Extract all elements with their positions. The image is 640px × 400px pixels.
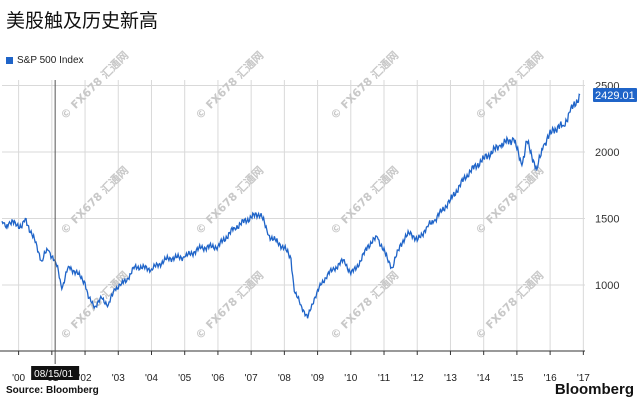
watermark-text: © FX678 汇通网 [58, 164, 131, 237]
watermarks: © FX678 汇通网 © FX678 汇通网 © FX678 汇通网 © FX678… [58, 49, 546, 342]
x-tick-label: '16 [544, 373, 557, 384]
chart-title: 美股触及历史新高 [6, 10, 159, 32]
series-line-sp500 [1, 93, 581, 319]
x-tick-label: '15 [510, 373, 523, 384]
x-tick-label: '03 [112, 373, 125, 384]
watermark-text: © FX678 汇通网 [193, 164, 266, 237]
x-tick-label: '11 [378, 373, 391, 384]
y-tick-label: 1000 [595, 280, 619, 292]
x-tick-label: '04 [145, 373, 158, 384]
last-value-label: 2429.01 [593, 87, 637, 102]
x-tick-label: '13 [444, 373, 457, 384]
x-tick-label: '07 [245, 373, 258, 384]
x-tick-label: '12 [411, 373, 424, 384]
x-tick-label: '09 [311, 373, 324, 384]
legend: S&P 500 Index [6, 55, 84, 66]
gridlines [2, 80, 585, 351]
x-tick-label: '05 [178, 373, 191, 384]
x-tick-label: '02 [79, 373, 92, 384]
source-note: Source: Bloomberg [6, 385, 99, 396]
watermark-text: © FX678 汇通网 [58, 269, 131, 342]
watermark-text: © FX678 汇通网 [328, 164, 401, 237]
x-tick-label: '10 [344, 373, 357, 384]
x-tick-label: '17 [577, 373, 590, 384]
x-tick-label: '14 [477, 373, 490, 384]
bloomberg-logo: Bloomberg [554, 381, 634, 398]
x-axis-ticks: '00'01'02'03'04'05'06'07'08'09'10'11'12'… [12, 351, 590, 384]
x-tick-label: '08 [278, 373, 291, 384]
cursor-date-text: 08/15/01 [34, 369, 73, 380]
x-tick-label: '00 [12, 373, 25, 384]
y-tick-label: 1500 [595, 214, 619, 226]
last-value-text: 2429.01 [595, 90, 635, 102]
legend-label: S&P 500 Index [17, 55, 84, 66]
cursor-date-label: 08/15/01 [31, 366, 80, 380]
y-tick-label: 2000 [595, 147, 619, 159]
watermark-text: © FX678 汇通网 [193, 269, 266, 342]
legend-swatch [6, 57, 13, 64]
x-tick-label: '06 [211, 373, 224, 384]
watermark-text: © FX678 汇通网 [328, 269, 401, 342]
